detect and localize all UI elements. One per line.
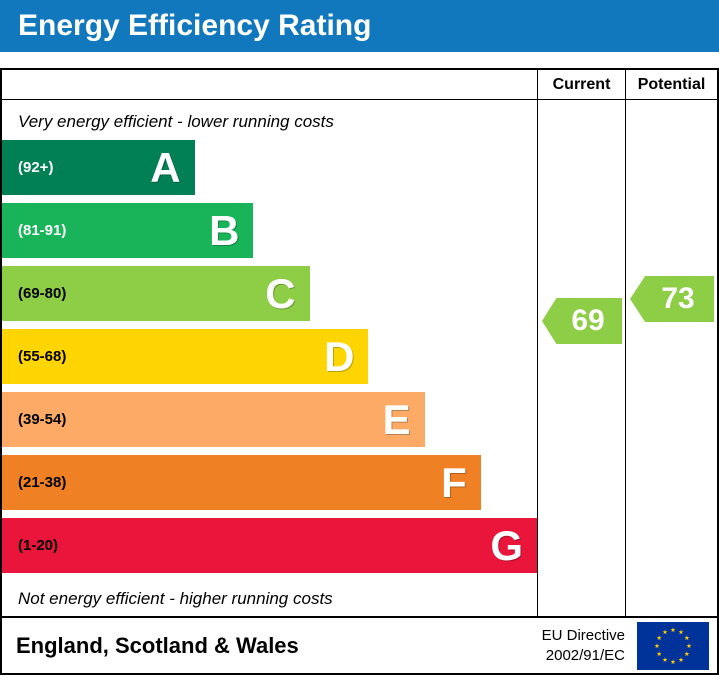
band-range-label: (92+) [18,159,54,176]
band-letter: A [150,143,181,191]
band-letter: B [209,206,240,254]
band-range-label: (21-38) [18,474,67,491]
band-range-label: (69-80) [18,285,67,302]
band-letter: F [441,458,467,506]
potential-value: 73 [661,282,695,315]
band-row-d: (55-68) D [2,329,369,384]
band-range-label: (81-91) [18,222,67,239]
band-range-label: (1-20) [18,537,59,554]
current-column-header: Current [538,70,625,100]
current-column-body: 69 [538,100,625,616]
band-row-g: (1-20) G [2,518,537,573]
band-row-e: (39-54) E [2,392,425,447]
footer-region-label: England, Scotland & Wales [16,632,299,658]
chart-grid: Very energy efficient - lower running co… [2,70,717,616]
bottom-note: Not energy efficient - higher running co… [18,589,333,608]
eu-directive-line1: EU Directive [541,627,625,644]
potential-column-header: Potential [626,70,717,100]
bands-column: Very energy efficient - lower running co… [2,70,537,616]
chart-footer: England, Scotland & Wales EU Directive 2… [2,616,717,673]
band-range-label: (55-68) [18,348,67,365]
band-range-label: (39-54) [18,411,67,428]
eu-flag-icon [637,621,709,670]
eu-directive-text: EU Directive 2002/91/EC [542,626,625,665]
band-row-f: (21-38) F [2,455,481,510]
page-title: Energy Efficiency Rating [18,9,372,42]
current-value: 69 [571,304,605,337]
band-letter: E [382,395,411,443]
eu-flag [637,621,709,670]
eu-directive-line2: 2002/91/EC [545,646,625,664]
band-letter: G [490,521,523,569]
potential-column-body: 73 [626,100,717,616]
potential-arrow: 73 [630,276,714,322]
band-row-a: (92+) A [2,140,195,195]
band-row-c: (69-80) C [2,266,310,321]
bands-column-header [2,70,537,100]
top-note: Very energy efficient - lower running co… [18,112,334,131]
potential-column: Potential 73 [625,70,717,616]
epc-chart: Very energy efficient - lower running co… [0,68,719,675]
page-header: Energy Efficiency Rating [0,0,719,52]
current-column: Current 69 [537,70,625,616]
band-row-b: (81-91) B [2,203,254,258]
current-arrow: 69 [542,298,622,344]
band-letter: C [265,269,296,317]
band-letter: D [324,332,355,380]
bands-body: Very energy efficient - lower running co… [2,100,537,619]
